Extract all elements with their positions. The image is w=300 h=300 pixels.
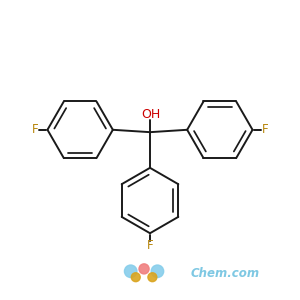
Text: F: F [147, 239, 153, 252]
Circle shape [131, 273, 140, 282]
Circle shape [148, 273, 157, 282]
Text: OH: OH [141, 108, 160, 122]
Text: F: F [262, 123, 268, 136]
Circle shape [124, 265, 137, 278]
Circle shape [139, 264, 149, 274]
Text: Chem.com: Chem.com [190, 267, 259, 280]
Text: F: F [32, 123, 38, 136]
Circle shape [151, 265, 164, 278]
